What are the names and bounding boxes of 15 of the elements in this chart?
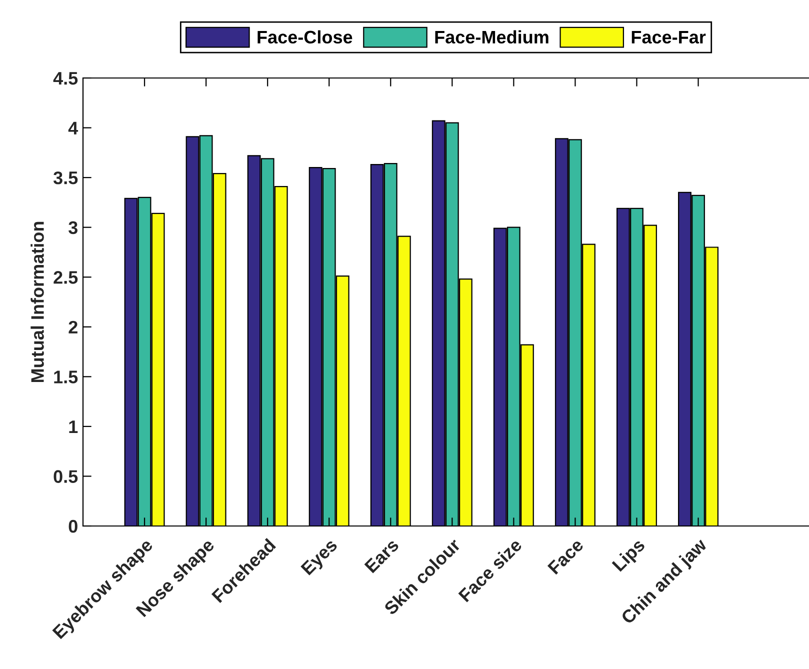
y-tick-label: 1.5 xyxy=(54,370,78,384)
x-tick-label: Lips xyxy=(611,538,648,574)
y-tick-label: 3 xyxy=(68,221,78,234)
y-tick-label: 0.5 xyxy=(54,470,78,483)
legend-label: Face-Medium xyxy=(435,30,548,44)
y-tick-label: 1 xyxy=(69,420,78,433)
y-tick-label: 2.5 xyxy=(54,271,78,284)
y-axis-title: Mutual Information xyxy=(30,222,44,382)
y-tick-label: 4.5 xyxy=(53,72,78,85)
y-tick-label: 3.5 xyxy=(53,171,78,184)
y-tick-label: 4 xyxy=(68,122,78,134)
legend-label: Face-Far xyxy=(632,30,706,44)
y-tick-label: 2 xyxy=(68,320,78,334)
legend-label: Face-Close xyxy=(258,30,352,44)
y-tick-label: 0 xyxy=(68,520,78,533)
